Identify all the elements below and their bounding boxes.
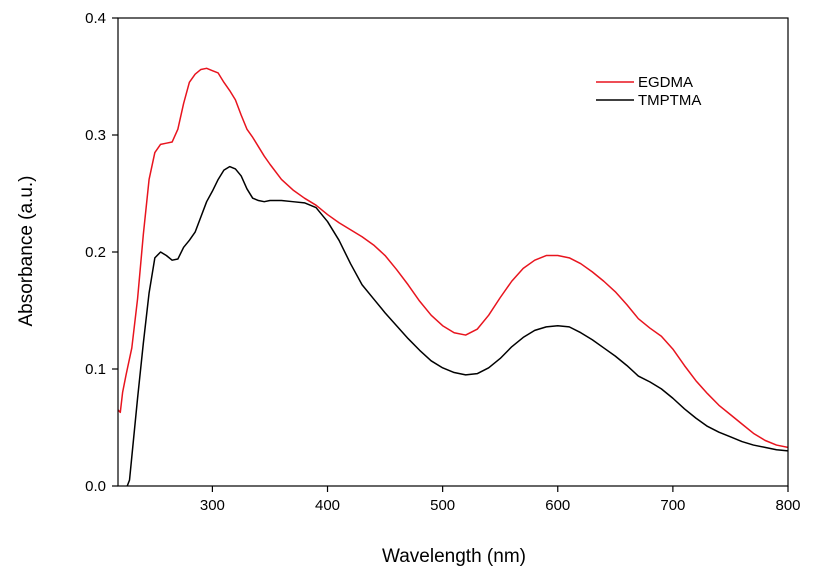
y-tick-label-0: 0.0 [85, 478, 106, 495]
x-tick-label-700: 700 [660, 497, 685, 514]
series-line-tmptma [126, 165, 788, 486]
series-line-egdma [118, 67, 788, 449]
y-tick-label-4: 0.4 [85, 10, 106, 27]
y-tick-label-1: 0.1 [85, 361, 106, 378]
legend-label-egdma: EGDMA [638, 74, 693, 91]
x-tick-label-500: 500 [430, 497, 455, 514]
x-axis-title: Wavelength (nm) [382, 546, 526, 567]
y-tick-label-2: 0.2 [85, 244, 106, 261]
x-tick-label-400: 400 [315, 497, 340, 514]
y-tick-label-3: 0.3 [85, 127, 106, 144]
legend-label-tmptma: TMPTMA [638, 92, 701, 109]
x-tick-label-300: 300 [200, 497, 225, 514]
x-tick-label-800: 800 [775, 497, 800, 514]
x-tick-label-600: 600 [545, 497, 570, 514]
y-axis-title: Absorbance (a.u.) [16, 175, 37, 326]
